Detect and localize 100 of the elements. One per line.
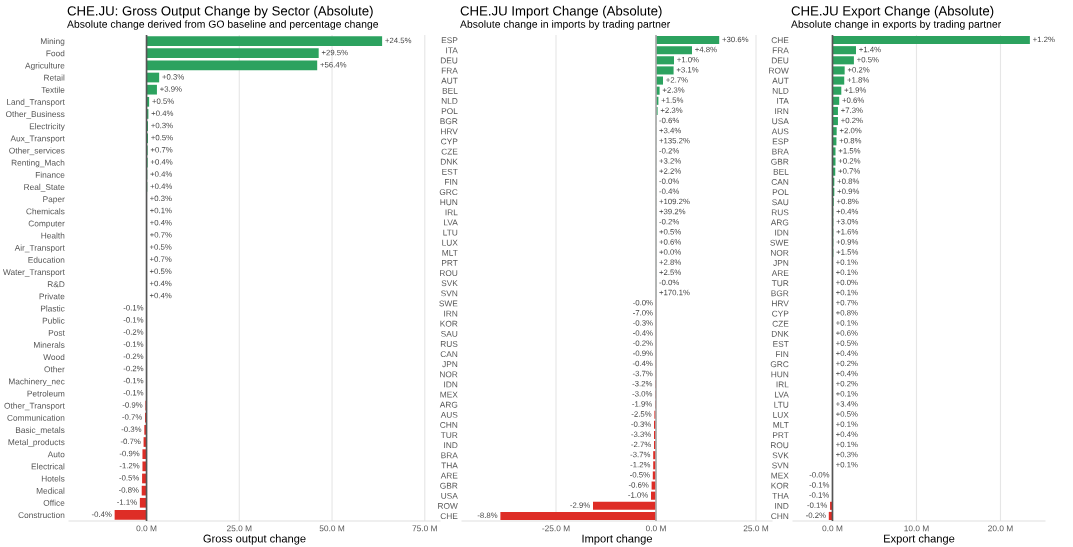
y-tick-label: Metal_products [8,439,65,447]
y-tick-label: Chemicals [26,208,65,215]
chart-title: CHE.JU Export Change (Absolute) [791,5,994,19]
y-tick-label: SWE [770,239,789,246]
y-tick-label: SWE [439,300,458,307]
y-tick-label: Basic_metals [15,426,65,435]
y-tick-label: GBR [771,158,789,165]
x-axis-title: Export change [884,534,955,545]
y-tick-label: Petroleum [27,390,65,397]
y-tick-label: KOR [771,482,789,489]
y-tick-label: IDN [775,229,789,236]
y-tick-label: Machinery_nec [9,378,65,387]
y-tick-label: CZE [772,320,789,327]
y-tick-label: Air_Transport [14,244,65,253]
x-axis-title: Gross output change [203,534,306,545]
x-tick-label: 20.0 M [988,525,1013,532]
y-tick-label: Textile [41,86,65,93]
y-tick-label: Other_services [9,147,65,156]
y-tick-label: Communication [7,414,65,421]
y-tick-label: HUN [771,371,789,378]
y-tick-label: AUT [441,77,458,84]
y-tick-label: Minerals [34,341,65,348]
y-tick-label: Education [28,256,65,263]
y-tick-label: SAU [772,199,789,206]
y-tick-label: NLD [441,98,458,104]
y-tick-label: PRT [773,432,789,438]
y-tick-label: BEL [773,168,789,175]
y-tick-label: IRL [776,381,789,388]
y-tick-label: TUR [440,432,458,439]
y-tick-label: AUS [771,128,789,135]
y-tick-label: BGR [440,118,458,125]
y-tick-label: POL [441,108,458,115]
y-tick-label: IRL [445,209,458,216]
y-tick-label: DEU [440,57,458,64]
y-tick-label: NOR [440,371,458,378]
y-tick-label: GBR [440,482,458,489]
y-tick-label: MLT [773,422,789,428]
y-tick-label: IND [775,503,789,509]
y-tick-label: Medical [36,487,65,494]
y-tick-label: ARG [439,401,458,408]
y-tick-label: CZE [441,148,458,155]
chart-title: CHE.JU: Gross Output Change by Sector (Absolute) [67,5,373,19]
y-tick-label: R&D [47,281,65,288]
y-tick-label: IRN [775,108,789,114]
y-tick-label: KOR [440,320,458,327]
y-tick-label: LVA [774,391,789,398]
y-tick-label: Real_State [24,183,65,192]
y-tick-label: Other_Business [5,110,65,119]
y-tick-label: Paper [43,196,65,204]
y-tick-label: Wood [43,353,65,361]
y-tick-label: FIN [445,179,458,185]
y-tick-label: CHE [771,37,789,44]
chart-subtitle: Absolute change in exports by trading partner [791,20,1002,30]
y-tick-label: MEX [771,472,789,479]
y-tick-label: ITA [777,98,789,104]
y-tick-label: POL [772,189,789,196]
chart-subtitle: Absolute change in imports by trading partner [460,20,671,30]
y-tick-label: LTU [774,401,789,408]
y-tick-label: Private [39,293,65,300]
y-tick-label: ROW [438,503,458,509]
y-tick-label: ESP [772,138,789,145]
x-tick-label: 50.0 M [319,525,345,532]
y-tick-label: FRA [441,67,458,74]
y-tick-label: BRA [441,452,458,459]
y-tick-label: Office [43,499,65,506]
y-tick-label: Electricity [29,123,65,131]
y-tick-label: ARE [771,270,789,276]
y-tick-label: MLT [442,249,458,256]
y-tick-label: Agriculture [25,62,65,71]
y-tick-label: ROU [771,442,789,449]
y-tick-label: IND [444,442,458,449]
y-tick-label: IRN [444,310,458,317]
y-tick-label: MEX [440,391,458,398]
y-tick-label: SVN [441,290,458,297]
y-tick-label: DNK [440,158,458,165]
y-tick-label: THA [441,462,458,469]
y-tick-label: Plastic [40,305,65,312]
y-tick-label: LVA [443,219,458,226]
y-tick-label: BGR [771,290,789,297]
x-tick-label: 0.0 M [822,525,843,532]
x-tick-label: 25.0 M [743,525,769,532]
y-tick-label: THA [772,492,789,499]
y-tick-label: CYP [772,310,789,317]
y-tick-label: HRV [772,300,789,307]
y-tick-label: HRV [441,128,458,135]
y-tick-label: Auto [47,451,65,458]
y-tick-label: EST [773,341,789,347]
x-tick-label: 10.0 M [904,525,929,532]
y-tick-label: Electrical [31,463,65,470]
y-tick-label: Construction [18,511,65,519]
y-tick-label: ESP [441,37,458,44]
y-tick-label: IDN [444,381,458,388]
y-tick-label: JPN [442,361,458,368]
y-tick-label: Food [46,50,65,57]
y-tick-label: ROU [440,270,458,277]
y-tick-label: Other_Transport [4,402,65,411]
y-tick-label: DNK [771,330,789,337]
y-tick-label: CHN [771,513,789,520]
y-tick-label: GRC [770,361,789,368]
y-tick-label: Public [42,317,65,324]
